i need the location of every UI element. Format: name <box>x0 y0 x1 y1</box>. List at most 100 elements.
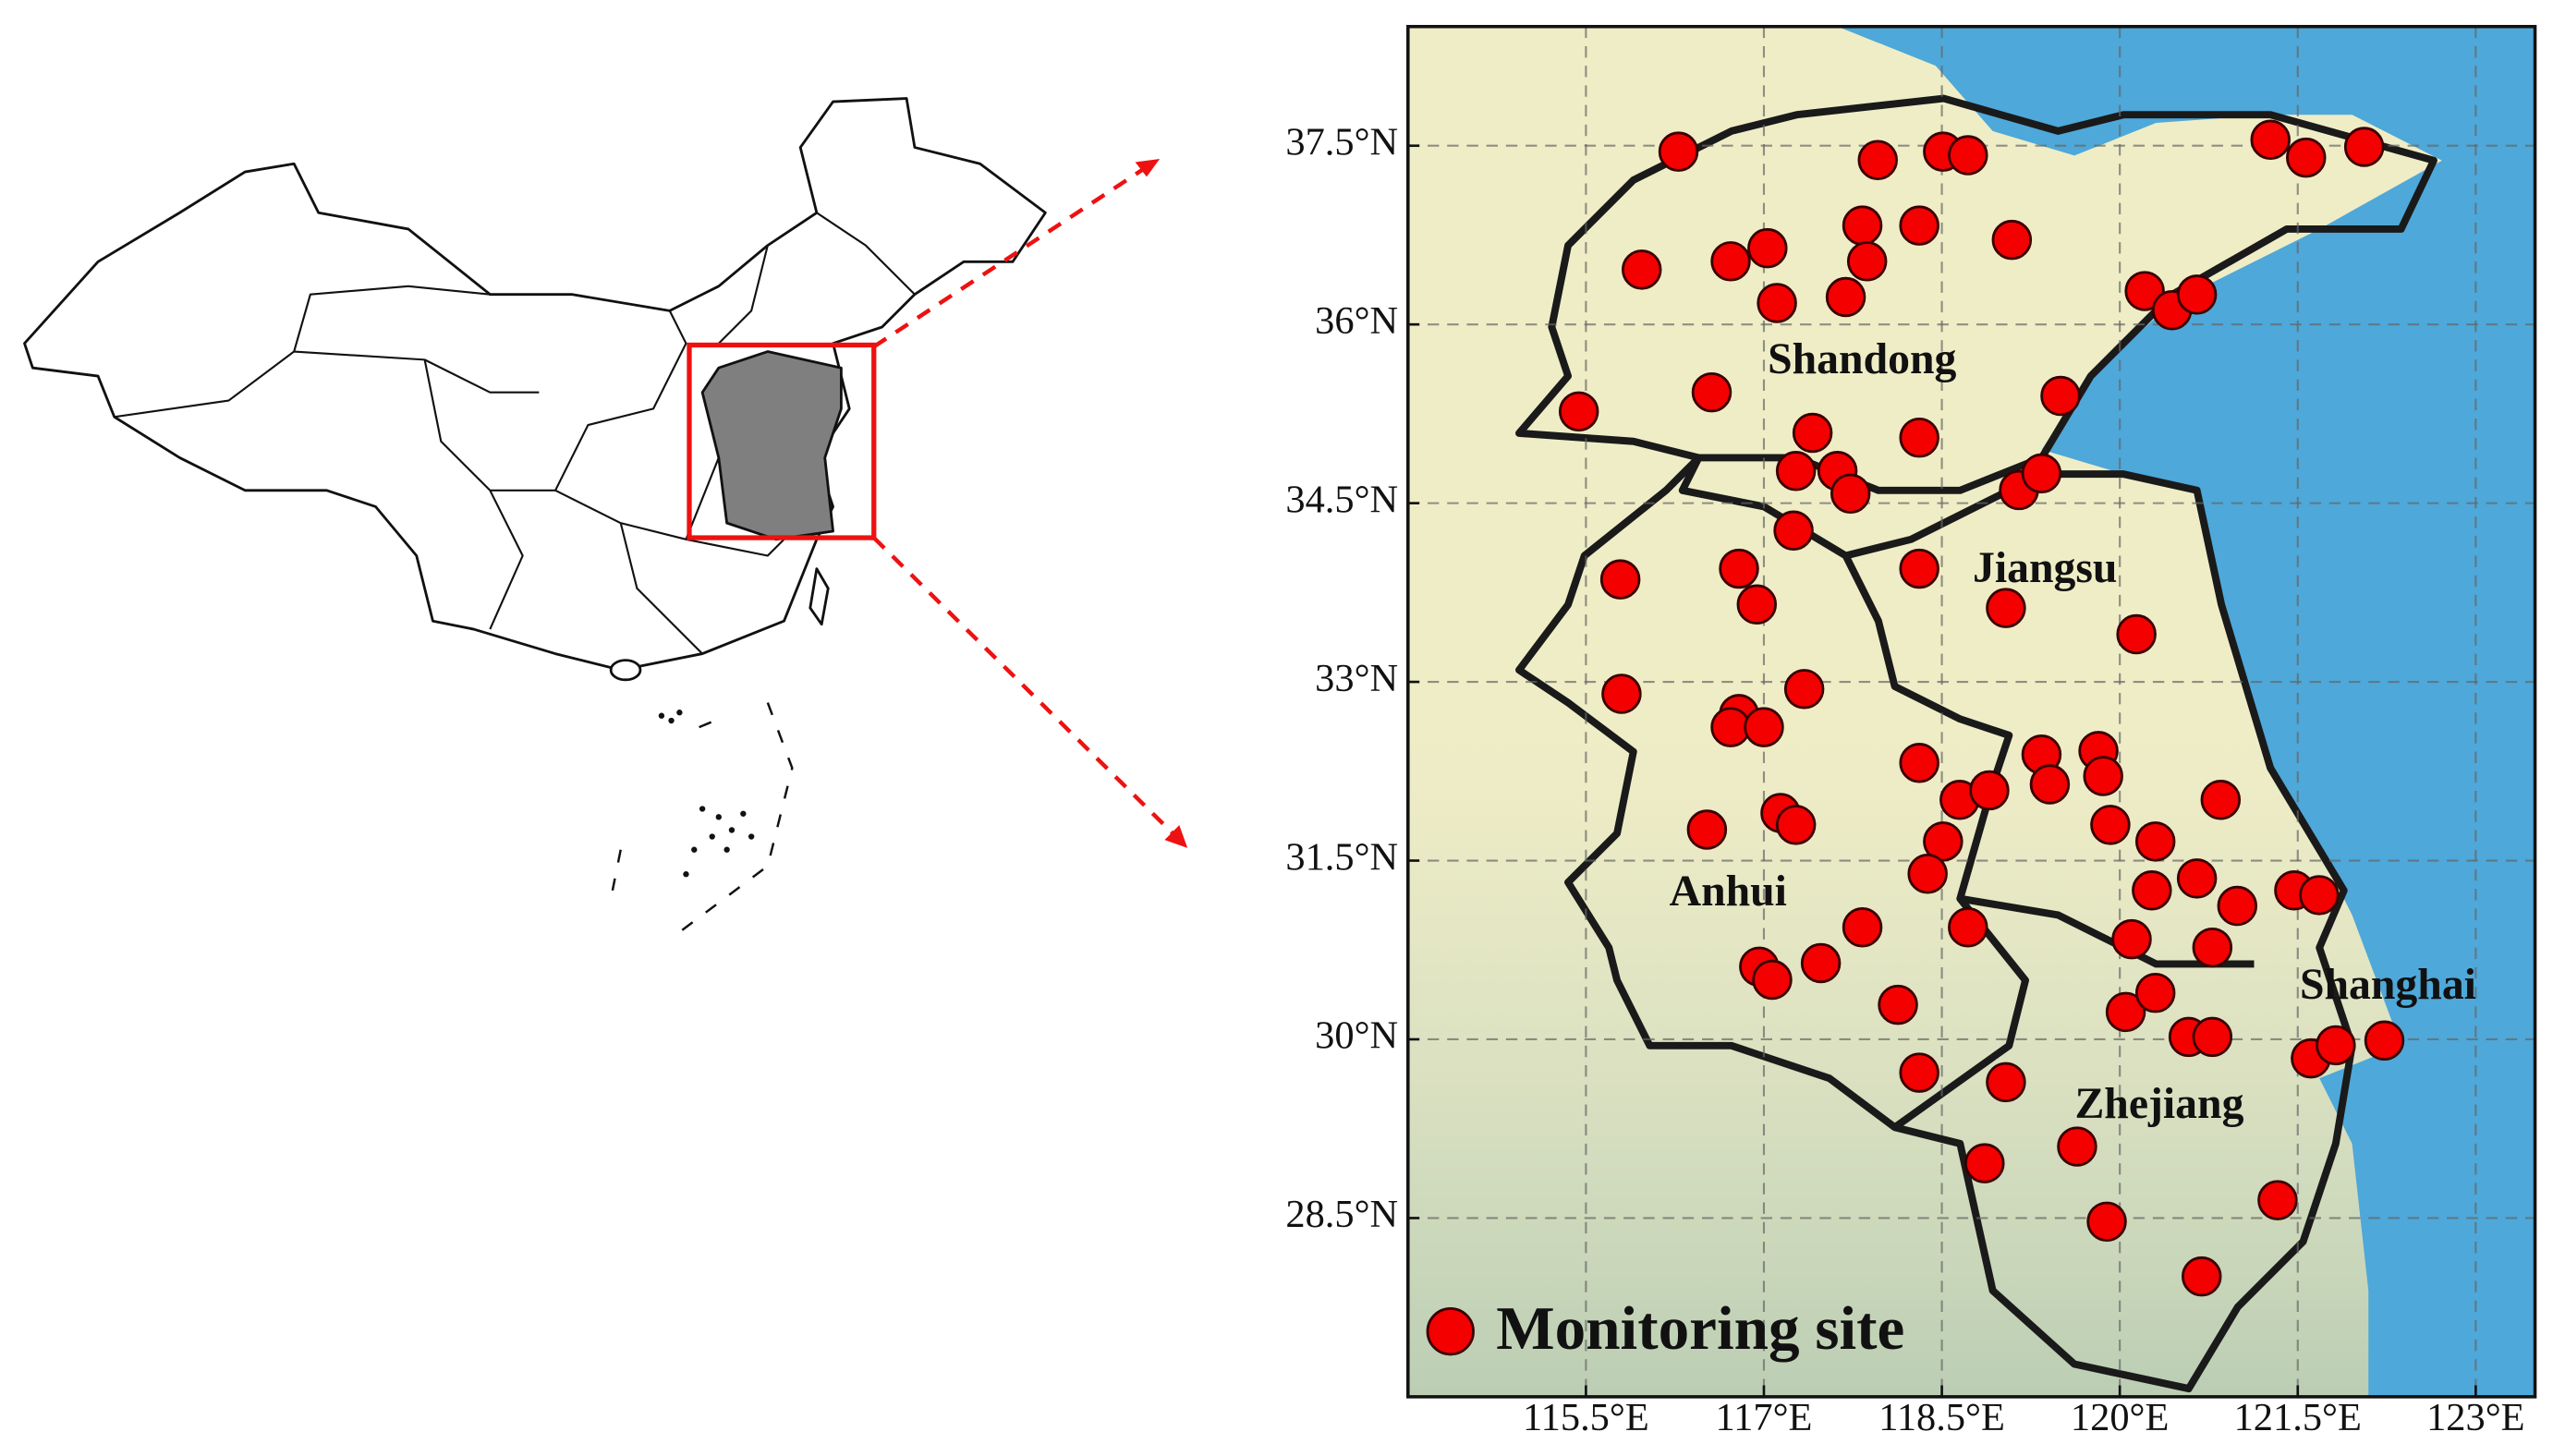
monitoring-site <box>2364 1020 2405 1062</box>
hainan <box>609 659 642 682</box>
monitoring-site <box>1736 584 1778 625</box>
monitoring-site <box>1842 907 1883 948</box>
monitoring-site <box>2111 918 2152 960</box>
arrow-head <box>1164 825 1188 848</box>
points <box>1558 119 2405 1297</box>
monitoring-site <box>2040 375 2081 417</box>
monitoring-site <box>1969 770 2010 811</box>
legend-label: Monitoring site <box>1496 1293 1904 1363</box>
province-label: Shandong <box>1768 334 1956 383</box>
zoom-arrow <box>872 536 1178 839</box>
province-label: Jiangsu <box>1973 543 2117 592</box>
monitoring-site <box>1986 588 2026 628</box>
monitoring-site <box>1948 135 1988 176</box>
monitoring-site <box>2343 127 2385 167</box>
monitoring-site <box>2286 137 2327 178</box>
study-region <box>700 350 843 541</box>
province-label: Anhui <box>1670 867 1787 916</box>
monitoring-site <box>1857 140 1898 180</box>
monitoring-site <box>1775 451 1817 491</box>
monitoring-site <box>1621 249 1662 290</box>
monitoring-site <box>1686 809 1728 850</box>
monitoring-site <box>2217 885 2258 927</box>
monitoring-site <box>1899 548 1939 589</box>
monitoring-site <box>1991 219 2033 261</box>
monitoring-site <box>1752 959 1793 1001</box>
monitoring-site <box>1800 942 1842 984</box>
y-tick-label: 28.5°N <box>1285 1193 1398 1236</box>
monitoring-site <box>2192 927 2233 968</box>
monitoring-site <box>2182 1256 2222 1297</box>
china-outline <box>23 97 1047 672</box>
monitoring-site <box>1783 669 1825 710</box>
province-label: Shanghai <box>2300 960 2476 1009</box>
monitoring-site <box>1599 559 1641 600</box>
x-tick-label: 118.5°E <box>1878 1396 2005 1439</box>
map-base <box>1407 26 2535 1397</box>
monitoring-site <box>2134 972 2176 1013</box>
monitoring-site <box>1558 391 1599 432</box>
monitoring-site <box>1744 707 1784 747</box>
monitoring-site <box>1846 241 1888 282</box>
monitoring-site <box>1899 417 1939 458</box>
y-tick-label: 30°N <box>1315 1014 1398 1058</box>
province-label: Zhejiang <box>2074 1079 2243 1128</box>
monitoring-site <box>2192 1016 2233 1058</box>
monitoring-site <box>1710 241 1751 282</box>
monitoring-site <box>2316 1025 2356 1066</box>
monitoring-site <box>1842 205 1883 246</box>
monitoring-site <box>1719 548 1759 589</box>
monitoring-site <box>2090 805 2131 845</box>
ticks: 115.5°E 117°E 118.5°E 120°E 121.5°E 123°E 28.5… <box>1285 120 2524 1439</box>
monitoring-site <box>2134 821 2176 862</box>
monitoring-site <box>1948 907 1988 948</box>
monitoring-site <box>1747 227 1788 269</box>
monitoring-site <box>1658 131 1699 172</box>
x-tick-label: 115.5°E <box>1523 1396 1649 1439</box>
monitoring-site <box>2176 858 2218 899</box>
monitoring-site <box>2029 764 2071 805</box>
monitoring-site <box>2083 756 2123 796</box>
legend-marker <box>1426 1307 1475 1356</box>
monitoring-site <box>1986 1062 2026 1103</box>
y-tick-label: 31.5°N <box>1285 835 1398 879</box>
y-tick-label: 33°N <box>1315 657 1398 700</box>
monitoring-site <box>2116 613 2157 655</box>
china-inset <box>23 97 1047 940</box>
x-tick-label: 117°E <box>1716 1396 1813 1439</box>
province-lines <box>114 212 916 655</box>
province-boundary <box>1515 94 2438 1393</box>
monitoring-site <box>2086 1201 2127 1243</box>
monitoring-site <box>1830 473 1871 515</box>
zoom-arrow <box>872 164 1149 349</box>
monitoring-site <box>1775 805 1817 845</box>
x-tick-label: 121.5°E <box>2234 1396 2362 1439</box>
monitoring-site <box>1899 743 1939 783</box>
monitoring-site <box>1899 205 1939 246</box>
monitoring-site <box>2132 870 2172 911</box>
focus-box <box>687 342 877 540</box>
monitoring-site <box>2057 1126 2097 1167</box>
map-frame <box>1406 24 2537 1399</box>
islands <box>658 710 755 878</box>
taiwan <box>808 567 830 626</box>
sea <box>1837 26 2535 1397</box>
monitoring-site <box>1964 1143 2005 1183</box>
monitoring-site <box>1773 510 1814 552</box>
monitoring-site <box>1923 821 1963 862</box>
monitoring-site <box>2021 453 2062 494</box>
x-tick-label: 120°E <box>2071 1396 2169 1439</box>
monitoring-site <box>2299 875 2340 916</box>
monitoring-site <box>1899 1052 1939 1093</box>
monitoring-site <box>1757 283 1797 323</box>
monitoring-site <box>2124 271 2165 311</box>
x-tick-label: 123°E <box>2426 1396 2524 1439</box>
monitoring-site <box>2200 780 2242 820</box>
y-tick-label: 36°N <box>1315 299 1398 343</box>
monitoring-site <box>2250 119 2291 161</box>
monitoring-site <box>1825 276 1866 318</box>
south-sea-dashes <box>611 702 794 940</box>
monitoring-site <box>1878 984 1918 1025</box>
